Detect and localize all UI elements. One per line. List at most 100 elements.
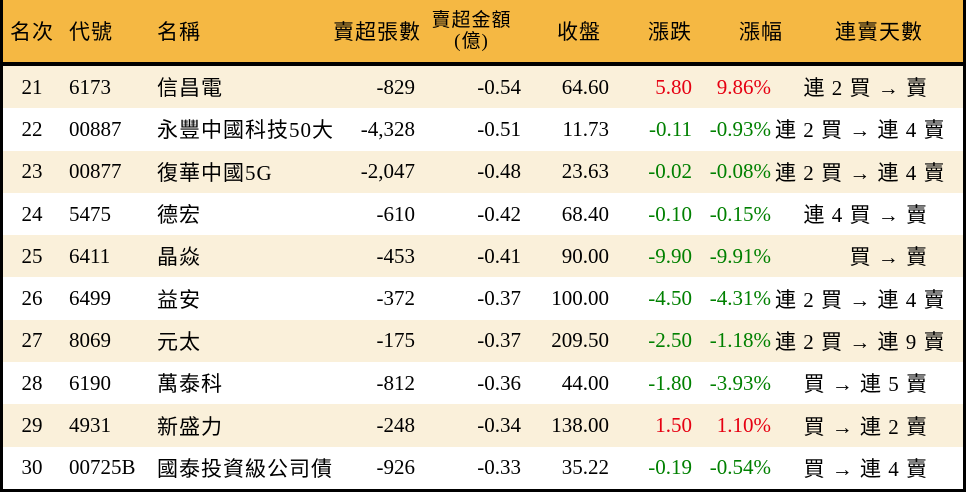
cell-change: -0.11 bbox=[649, 116, 692, 141]
header-sell-amount-line1: 賣超金額 bbox=[431, 9, 512, 31]
header-code: 代號 bbox=[69, 20, 113, 44]
cell-close: 68.40 bbox=[561, 201, 609, 226]
cell-change_pct: 9.86% bbox=[716, 74, 771, 99]
cell-sell_volume: -453 bbox=[376, 243, 416, 268]
table-header: 名次 代號 名稱 賣超張數 賣超金額 (億) 收盤 漲跌 漲幅 連賣天數 bbox=[3, 0, 963, 66]
cell-change_pct: -0.08% bbox=[709, 159, 771, 184]
cell-change_pct: -0.15% bbox=[709, 201, 771, 226]
cell-name: 信昌電 bbox=[157, 76, 223, 101]
table-row: 25 6411 晶焱 -453 -0.41 90.00 -9.90 -9.91% 買 → 賣 bbox=[3, 235, 963, 278]
cell-sell_volume: -248 bbox=[376, 413, 416, 438]
cell-rank: 25 bbox=[21, 243, 43, 268]
table-row: 28 6190 萬泰科 -812 -0.36 44.00 -1.80 -3.93% 買 → 連 … bbox=[3, 362, 963, 405]
cell-change_pct: -0.93% bbox=[709, 116, 771, 141]
cell-sell_amount: -0.42 bbox=[477, 201, 521, 226]
cell-sell_volume: -175 bbox=[376, 328, 416, 353]
header-name: 名稱 bbox=[157, 20, 201, 44]
cell-streak: 連 2 買 → 連 4 賣 bbox=[775, 287, 946, 312]
cell-code: 4931 bbox=[69, 413, 111, 438]
cell-change: -0.10 bbox=[648, 201, 692, 226]
cell-code: 00725B bbox=[69, 455, 136, 480]
cell-change: -0.02 bbox=[648, 159, 692, 184]
cell-name: 永豐中國科技50大 bbox=[157, 118, 334, 143]
cell-sell_amount: -0.33 bbox=[477, 455, 521, 480]
table-row: 26 6499 益安 -372 -0.37 100.00 -4.50 -4.31% 連 2 買 … bbox=[3, 277, 963, 320]
cell-change: -0.19 bbox=[648, 455, 692, 480]
cell-close: 90.00 bbox=[561, 243, 609, 268]
cell-sell_amount: -0.41 bbox=[477, 243, 521, 268]
table-row: 21 6173 信昌電 -829 -0.54 64.60 5.80 9.86% 連 2 買 → … bbox=[3, 66, 963, 109]
table-row: 24 5475 德宏 -610 -0.42 68.40 -0.10 -0.15% 連 4 買 →… bbox=[3, 192, 963, 236]
cell-change: 5.80 bbox=[655, 74, 692, 99]
cell-rank: 26 bbox=[21, 286, 43, 311]
cell-sell_amount: -0.51 bbox=[477, 116, 521, 141]
cell-rank: 30 bbox=[21, 455, 43, 480]
cell-name: 復華中國5G bbox=[157, 160, 273, 185]
cell-change_pct: 1.10% bbox=[716, 413, 771, 438]
cell-change_pct: -4.31% bbox=[709, 286, 771, 311]
cell-code: 5475 bbox=[69, 201, 111, 226]
table-row: 27 8069 元太 -175 -0.37 209.50 -2.50 -1.18% 連 2 買 … bbox=[3, 319, 963, 363]
cell-streak: 連 4 買 → 賣 bbox=[803, 203, 928, 228]
cell-rank: 21 bbox=[21, 74, 43, 99]
cell-sell_volume: -812 bbox=[376, 370, 416, 395]
cell-name: 新盛力 bbox=[157, 414, 223, 439]
cell-change: 1.50 bbox=[655, 413, 692, 438]
cell-sell_amount: -0.48 bbox=[477, 159, 521, 184]
cell-sell_amount: -0.54 bbox=[477, 74, 521, 99]
header-sell-amount: 賣超金額 (億) bbox=[418, 10, 525, 53]
cell-sell_volume: -372 bbox=[376, 286, 416, 311]
cell-code: 00887 bbox=[69, 116, 122, 141]
cell-close: 23.63 bbox=[561, 159, 609, 184]
cell-close: 11.73 bbox=[562, 116, 609, 141]
cell-streak: 連 2 買 → 連 9 賣 bbox=[775, 329, 946, 354]
cell-close: 35.22 bbox=[561, 455, 609, 480]
cell-streak: 連 2 買 → 連 4 賣 bbox=[775, 160, 946, 185]
cell-code: 8069 bbox=[69, 328, 111, 353]
cell-sell_amount: -0.37 bbox=[477, 328, 521, 353]
cell-sell_volume: -2,047 bbox=[360, 159, 415, 184]
cell-code: 6173 bbox=[69, 74, 111, 99]
cell-rank: 22 bbox=[21, 116, 43, 141]
header-change-pct: 漲幅 bbox=[696, 16, 782, 46]
cell-sell_amount: -0.36 bbox=[477, 370, 521, 395]
cell-name: 晶焱 bbox=[157, 245, 201, 270]
cell-streak: 買 → 連 5 賣 bbox=[803, 372, 928, 397]
cell-sell_volume: -926 bbox=[376, 455, 416, 480]
header-rank: 名次 bbox=[10, 20, 54, 44]
header-change: 漲跌 bbox=[648, 20, 692, 44]
cell-code: 6190 bbox=[69, 370, 111, 395]
cell-change_pct: -9.91% bbox=[709, 243, 771, 268]
cell-streak: 買 → 賣 bbox=[849, 245, 928, 270]
table-body: 21 6173 信昌電 -829 -0.54 64.60 5.80 9.86% 連 2 買 → … bbox=[3, 66, 963, 489]
cell-code: 00877 bbox=[69, 159, 122, 184]
cell-change: -2.50 bbox=[648, 328, 692, 353]
table-row: 23 00877 復華中國5G -2,047 -0.48 23.63 -0.02 -0.08%… bbox=[3, 150, 963, 193]
cell-streak: 連 2 買 → 賣 bbox=[803, 76, 928, 101]
cell-name: 國泰投資級公司債 bbox=[157, 456, 333, 481]
cell-close: 100.00 bbox=[551, 286, 609, 311]
cell-rank: 23 bbox=[21, 159, 43, 184]
cell-name: 元太 bbox=[157, 329, 201, 354]
cell-name: 德宏 bbox=[157, 203, 201, 228]
cell-rank: 28 bbox=[21, 370, 43, 395]
cell-name: 萬泰科 bbox=[157, 372, 223, 397]
cell-change: -1.80 bbox=[648, 370, 692, 395]
cell-close: 44.00 bbox=[561, 370, 609, 395]
cell-rank: 24 bbox=[21, 201, 43, 226]
cell-change_pct: -0.54% bbox=[709, 455, 771, 480]
cell-rank: 29 bbox=[21, 413, 43, 438]
cell-code: 6411 bbox=[69, 243, 111, 268]
header-sell-amount-line2: (億) bbox=[454, 31, 489, 52]
cell-sell_volume: -610 bbox=[376, 201, 416, 226]
cell-close: 138.00 bbox=[551, 413, 609, 438]
table-row: 22 00887 永豐中國科技50大 -4,328 -0.51 11.73 -0.11 -0.… bbox=[3, 108, 963, 151]
table-row: 29 4931 新盛力 -248 -0.34 138.00 1.50 1.10% 買 → 連 2… bbox=[3, 404, 963, 447]
cell-change: -9.90 bbox=[648, 243, 692, 268]
cell-sell_volume: -829 bbox=[376, 74, 416, 99]
cell-streak: 連 2 買 → 連 4 賣 bbox=[775, 118, 946, 143]
cell-streak: 買 → 連 4 賣 bbox=[803, 456, 928, 481]
cell-sell_volume: -4,328 bbox=[360, 116, 415, 141]
cell-name: 益安 bbox=[157, 287, 201, 312]
cell-sell_amount: -0.34 bbox=[477, 413, 521, 438]
